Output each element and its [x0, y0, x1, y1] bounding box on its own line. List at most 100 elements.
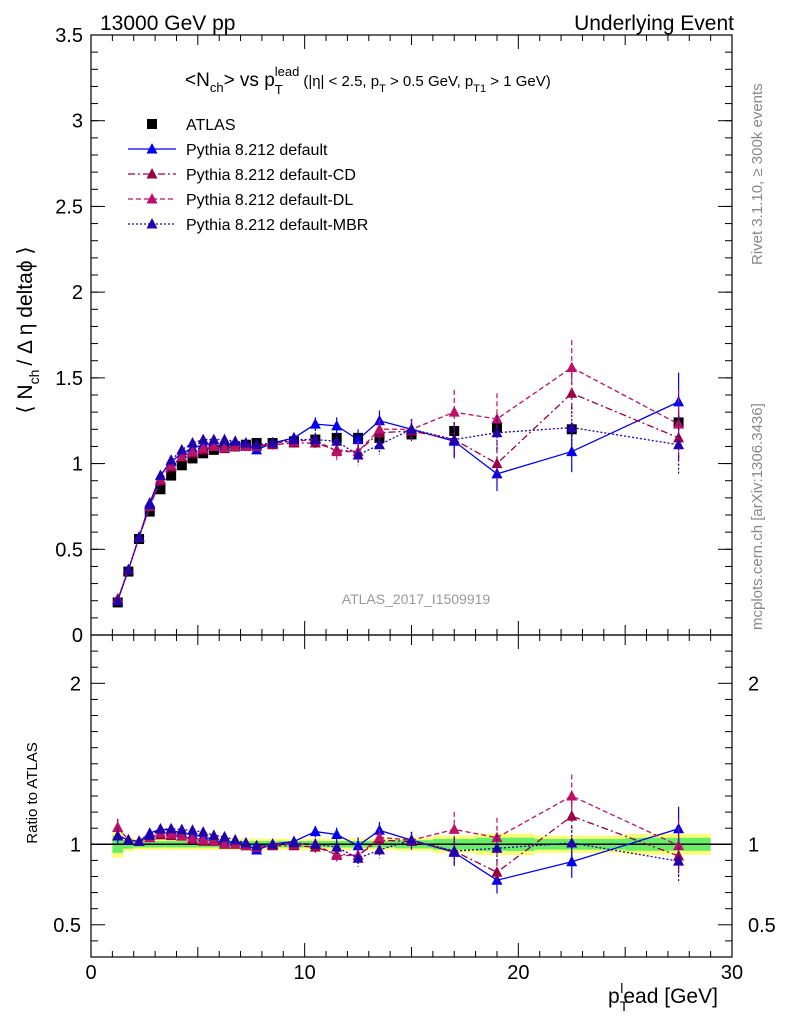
- ratio-data-point: [491, 866, 503, 877]
- data-point: [229, 435, 241, 446]
- ratio-data-point: [673, 855, 685, 866]
- series-line: [117, 401, 679, 601]
- ratio-data-point: [112, 821, 124, 832]
- data-point: [186, 445, 198, 457]
- ratio-series-3: [112, 774, 685, 872]
- data-point: [197, 442, 209, 453]
- data-point: [566, 361, 578, 373]
- data-point: [491, 457, 503, 469]
- series-3: [112, 340, 685, 604]
- title-cuts-sub1: T: [379, 83, 386, 95]
- data-point: [331, 445, 343, 457]
- x-axis-label: pTlead [GeV]: [608, 980, 718, 1014]
- data-point: [155, 484, 166, 495]
- data-point: [566, 421, 578, 433]
- title-vs-sup: lead: [275, 64, 300, 79]
- ratio-data-point: [186, 832, 198, 843]
- x-tick-label: 20: [507, 962, 529, 984]
- ratio-data-point: [448, 823, 460, 834]
- data-point: [144, 506, 155, 517]
- title-main: <N: [185, 70, 210, 91]
- y-axis-label: ⟨ Nch / Δ η deltaϕ ⟩: [14, 246, 42, 413]
- legend-marker: [146, 193, 158, 204]
- legend-marker: [146, 143, 158, 154]
- x-axis-label-p: p: [608, 985, 620, 1008]
- data-point: [448, 406, 460, 417]
- ratio-data-point: [352, 852, 364, 863]
- legend-label: Pythia 8.212 default-MBR: [186, 217, 368, 234]
- legend-entry: ATLAS: [147, 117, 236, 134]
- ratio-data-point: [144, 829, 156, 840]
- ratio-data-point: [566, 836, 578, 848]
- legend-label: ATLAS: [186, 117, 236, 134]
- ratio-data-point: [219, 838, 231, 849]
- ratio-data-point: [267, 838, 279, 849]
- data-point: [673, 418, 685, 429]
- data-point: [122, 563, 134, 575]
- ratio-data-point: [373, 831, 385, 842]
- ratio-y-tick-label: 0.5: [53, 915, 81, 937]
- ratio-data-point: [208, 835, 220, 846]
- legend-marker: [146, 218, 158, 229]
- data-point: [491, 413, 503, 424]
- ratio-y-tick-label-right: 0.5: [748, 915, 776, 937]
- legend-label: Pythia 8.212 default-CD: [186, 167, 356, 184]
- ratio-data-point: [133, 835, 145, 846]
- data-point: [673, 438, 685, 450]
- ratio-data-point: [186, 824, 198, 835]
- legend-marker: [146, 168, 158, 179]
- ratio-data-point: [229, 833, 241, 845]
- series-2: [112, 372, 685, 604]
- ratio-series-4: [112, 822, 685, 884]
- data-point: [176, 450, 188, 462]
- data-point: [186, 437, 198, 448]
- legend-entry: Pythia 8.212 default: [128, 142, 328, 159]
- legend-marker: [147, 119, 157, 129]
- ratio-data-point: [448, 845, 460, 856]
- title-vs-sub: T: [275, 82, 283, 97]
- legend-label: Pythia 8.212 default-DL: [186, 192, 353, 209]
- data-point: [219, 433, 231, 445]
- series-layer: [112, 340, 685, 894]
- data-point: [251, 438, 263, 450]
- ratio-y-axis-label: Ratio to ATLAS: [24, 742, 41, 843]
- ratio-data-point: [251, 839, 263, 851]
- ratio-data-point: [566, 790, 578, 801]
- data-point: [133, 531, 145, 542]
- title-cuts-sub2: T1: [473, 83, 486, 95]
- x-axis-label-sup: l: [620, 980, 623, 996]
- ratio-y-tick-label: 1: [70, 834, 81, 856]
- data-point: [166, 470, 177, 481]
- y-axis-label-post: / Δ η deltaϕ ⟩: [14, 246, 37, 365]
- data-point: [288, 433, 300, 445]
- title-cuts: (|η| < 2.5, p: [303, 73, 379, 90]
- ratio-data-point: [176, 823, 188, 835]
- x-axis-label-sub: T: [620, 998, 629, 1014]
- y-tick-label: 2: [72, 282, 83, 304]
- ratio-data-point: [309, 825, 321, 837]
- data-point: [154, 469, 166, 481]
- header-right: Underlying Event: [574, 12, 734, 35]
- legend-entry: Pythia 8.212 default-CD: [128, 167, 356, 184]
- data-point: [208, 433, 220, 445]
- x-axis-label-rest: ead [GeV]: [623, 985, 718, 1008]
- data-point: [240, 437, 252, 448]
- ratio-data-point: [240, 836, 252, 848]
- x-tick-label: 0: [85, 962, 96, 984]
- data-point: [566, 445, 578, 457]
- ratio-data-point: [176, 830, 188, 841]
- ratio-data-point: [331, 828, 343, 839]
- ratio-data-point: [197, 833, 209, 845]
- y-tick-label: 0.5: [55, 539, 83, 561]
- x-tick-label: 30: [721, 962, 743, 984]
- y-tick-label: 1: [72, 454, 83, 476]
- ratio-panel-frame: [90, 634, 733, 958]
- data-point: [165, 454, 177, 465]
- data-point: [197, 433, 209, 445]
- legend-label: Pythia 8.212 default: [186, 142, 328, 159]
- ratio-data-point: [352, 839, 364, 851]
- series-4: [112, 407, 685, 606]
- data-point: [491, 426, 503, 438]
- data-point: [352, 433, 364, 445]
